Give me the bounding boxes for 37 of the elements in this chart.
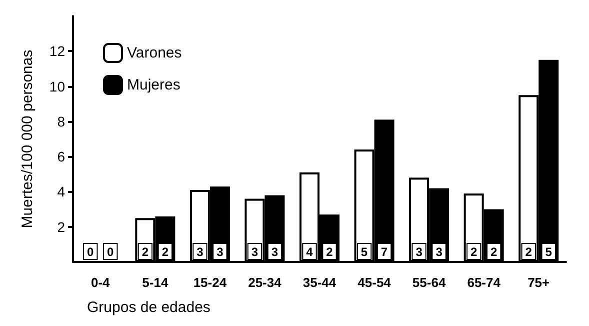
annotation: 3 xyxy=(416,245,423,259)
y-tick-label: 12 xyxy=(49,43,66,60)
annotation: 2 xyxy=(490,245,498,259)
y-axis-title: Muertes/100 000 personas xyxy=(19,50,36,228)
annotation: 3 xyxy=(216,245,224,259)
x-axis-title: Grupos de edades xyxy=(87,299,210,316)
x-tick-label: 35-44 xyxy=(302,275,337,290)
x-tick-label: 5-14 xyxy=(142,275,169,290)
annotation: 5 xyxy=(545,245,552,259)
annotation: 4 xyxy=(306,245,314,259)
x-tick-label: 75+ xyxy=(528,275,550,290)
annotation: 5 xyxy=(360,245,368,259)
annotation: 7 xyxy=(380,245,388,259)
y-tick-label: 4 xyxy=(57,184,66,200)
annotation: 2 xyxy=(470,245,478,259)
annotation: 3 xyxy=(196,245,204,259)
x-tick-label: 65-74 xyxy=(467,275,502,290)
annotation: 3 xyxy=(271,245,278,259)
x-tick-label: 0-4 xyxy=(90,275,111,290)
annotation: 0 xyxy=(107,245,114,259)
annotation: 2 xyxy=(525,245,532,259)
x-tick-label: 55-64 xyxy=(412,275,446,290)
annotation: 0 xyxy=(87,245,94,259)
legend-label: Varones xyxy=(127,44,182,62)
annotation: 2 xyxy=(142,245,149,259)
y-tick-label: 6 xyxy=(57,148,66,165)
legend-label: Mujeres xyxy=(127,76,180,94)
annotation: 2 xyxy=(162,245,169,259)
annotation: 2 xyxy=(326,245,334,259)
x-tick-label: 45-54 xyxy=(358,275,392,290)
y-tick-label: 8 xyxy=(57,113,66,130)
y-tick-label: 10 xyxy=(49,78,66,94)
x-tick-label: 15-24 xyxy=(193,275,228,290)
annotation: 3 xyxy=(436,245,443,259)
x-tick-label: 25-34 xyxy=(248,275,282,290)
annotation: 3 xyxy=(251,245,258,259)
y-tick-label: 2 xyxy=(57,218,66,235)
